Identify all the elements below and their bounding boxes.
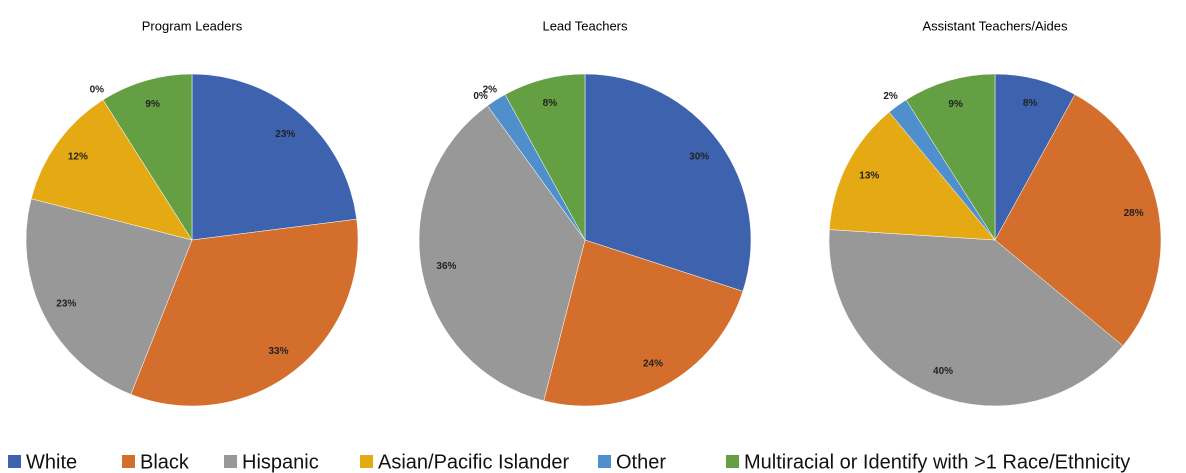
pie-slice (584, 73, 752, 292)
legend-swatch (360, 455, 373, 468)
pie-slice (829, 111, 996, 241)
data-label: 0% (473, 91, 488, 102)
chart-title: Program Leaders (142, 18, 243, 33)
data-label: 13% (859, 171, 879, 182)
pie-slice (418, 105, 586, 402)
legend-label: Other (616, 451, 666, 473)
legend-swatch (8, 455, 21, 468)
pie-slice (828, 229, 1124, 407)
data-label: 2% (883, 91, 898, 102)
legend-swatch (122, 455, 135, 468)
legend-swatch (224, 455, 237, 468)
pie-slice (130, 218, 359, 407)
data-label: 33% (268, 346, 288, 357)
data-label: 12% (68, 152, 88, 163)
legend-label: Asian/Pacific Islander (378, 451, 570, 473)
pie-slice (504, 73, 586, 241)
data-label: 9% (145, 99, 160, 110)
pie-slice (191, 73, 357, 241)
data-label: 23% (56, 299, 76, 310)
legend-label: Black (140, 451, 190, 473)
data-label: 0% (90, 85, 105, 96)
data-label: 23% (275, 129, 295, 140)
pie-slice (543, 239, 744, 407)
pie-slice (25, 198, 193, 395)
data-label: 24% (643, 358, 663, 369)
data-label: 30% (689, 152, 709, 163)
data-label: 28% (1124, 208, 1144, 219)
chart-title: Assistant Teachers/Aides (923, 18, 1068, 33)
pie-slice (102, 73, 193, 241)
data-label: 8% (543, 98, 558, 109)
data-label: 8% (1023, 98, 1038, 109)
pie-slice (905, 73, 996, 241)
legend-swatch (598, 455, 611, 468)
pie-slice (994, 94, 1162, 347)
data-label: 40% (933, 366, 953, 377)
data-label: 2% (483, 85, 498, 96)
data-label: 9% (948, 99, 963, 110)
legend-label: Multiracial or Identify with >1 Race/Eth… (744, 451, 1130, 473)
legend-label: Hispanic (242, 451, 319, 473)
pie-slice (30, 99, 193, 241)
legend-label: White (26, 451, 77, 473)
chart-title: Lead Teachers (542, 18, 628, 33)
legend-swatch (726, 455, 739, 468)
data-label: 36% (436, 261, 456, 272)
